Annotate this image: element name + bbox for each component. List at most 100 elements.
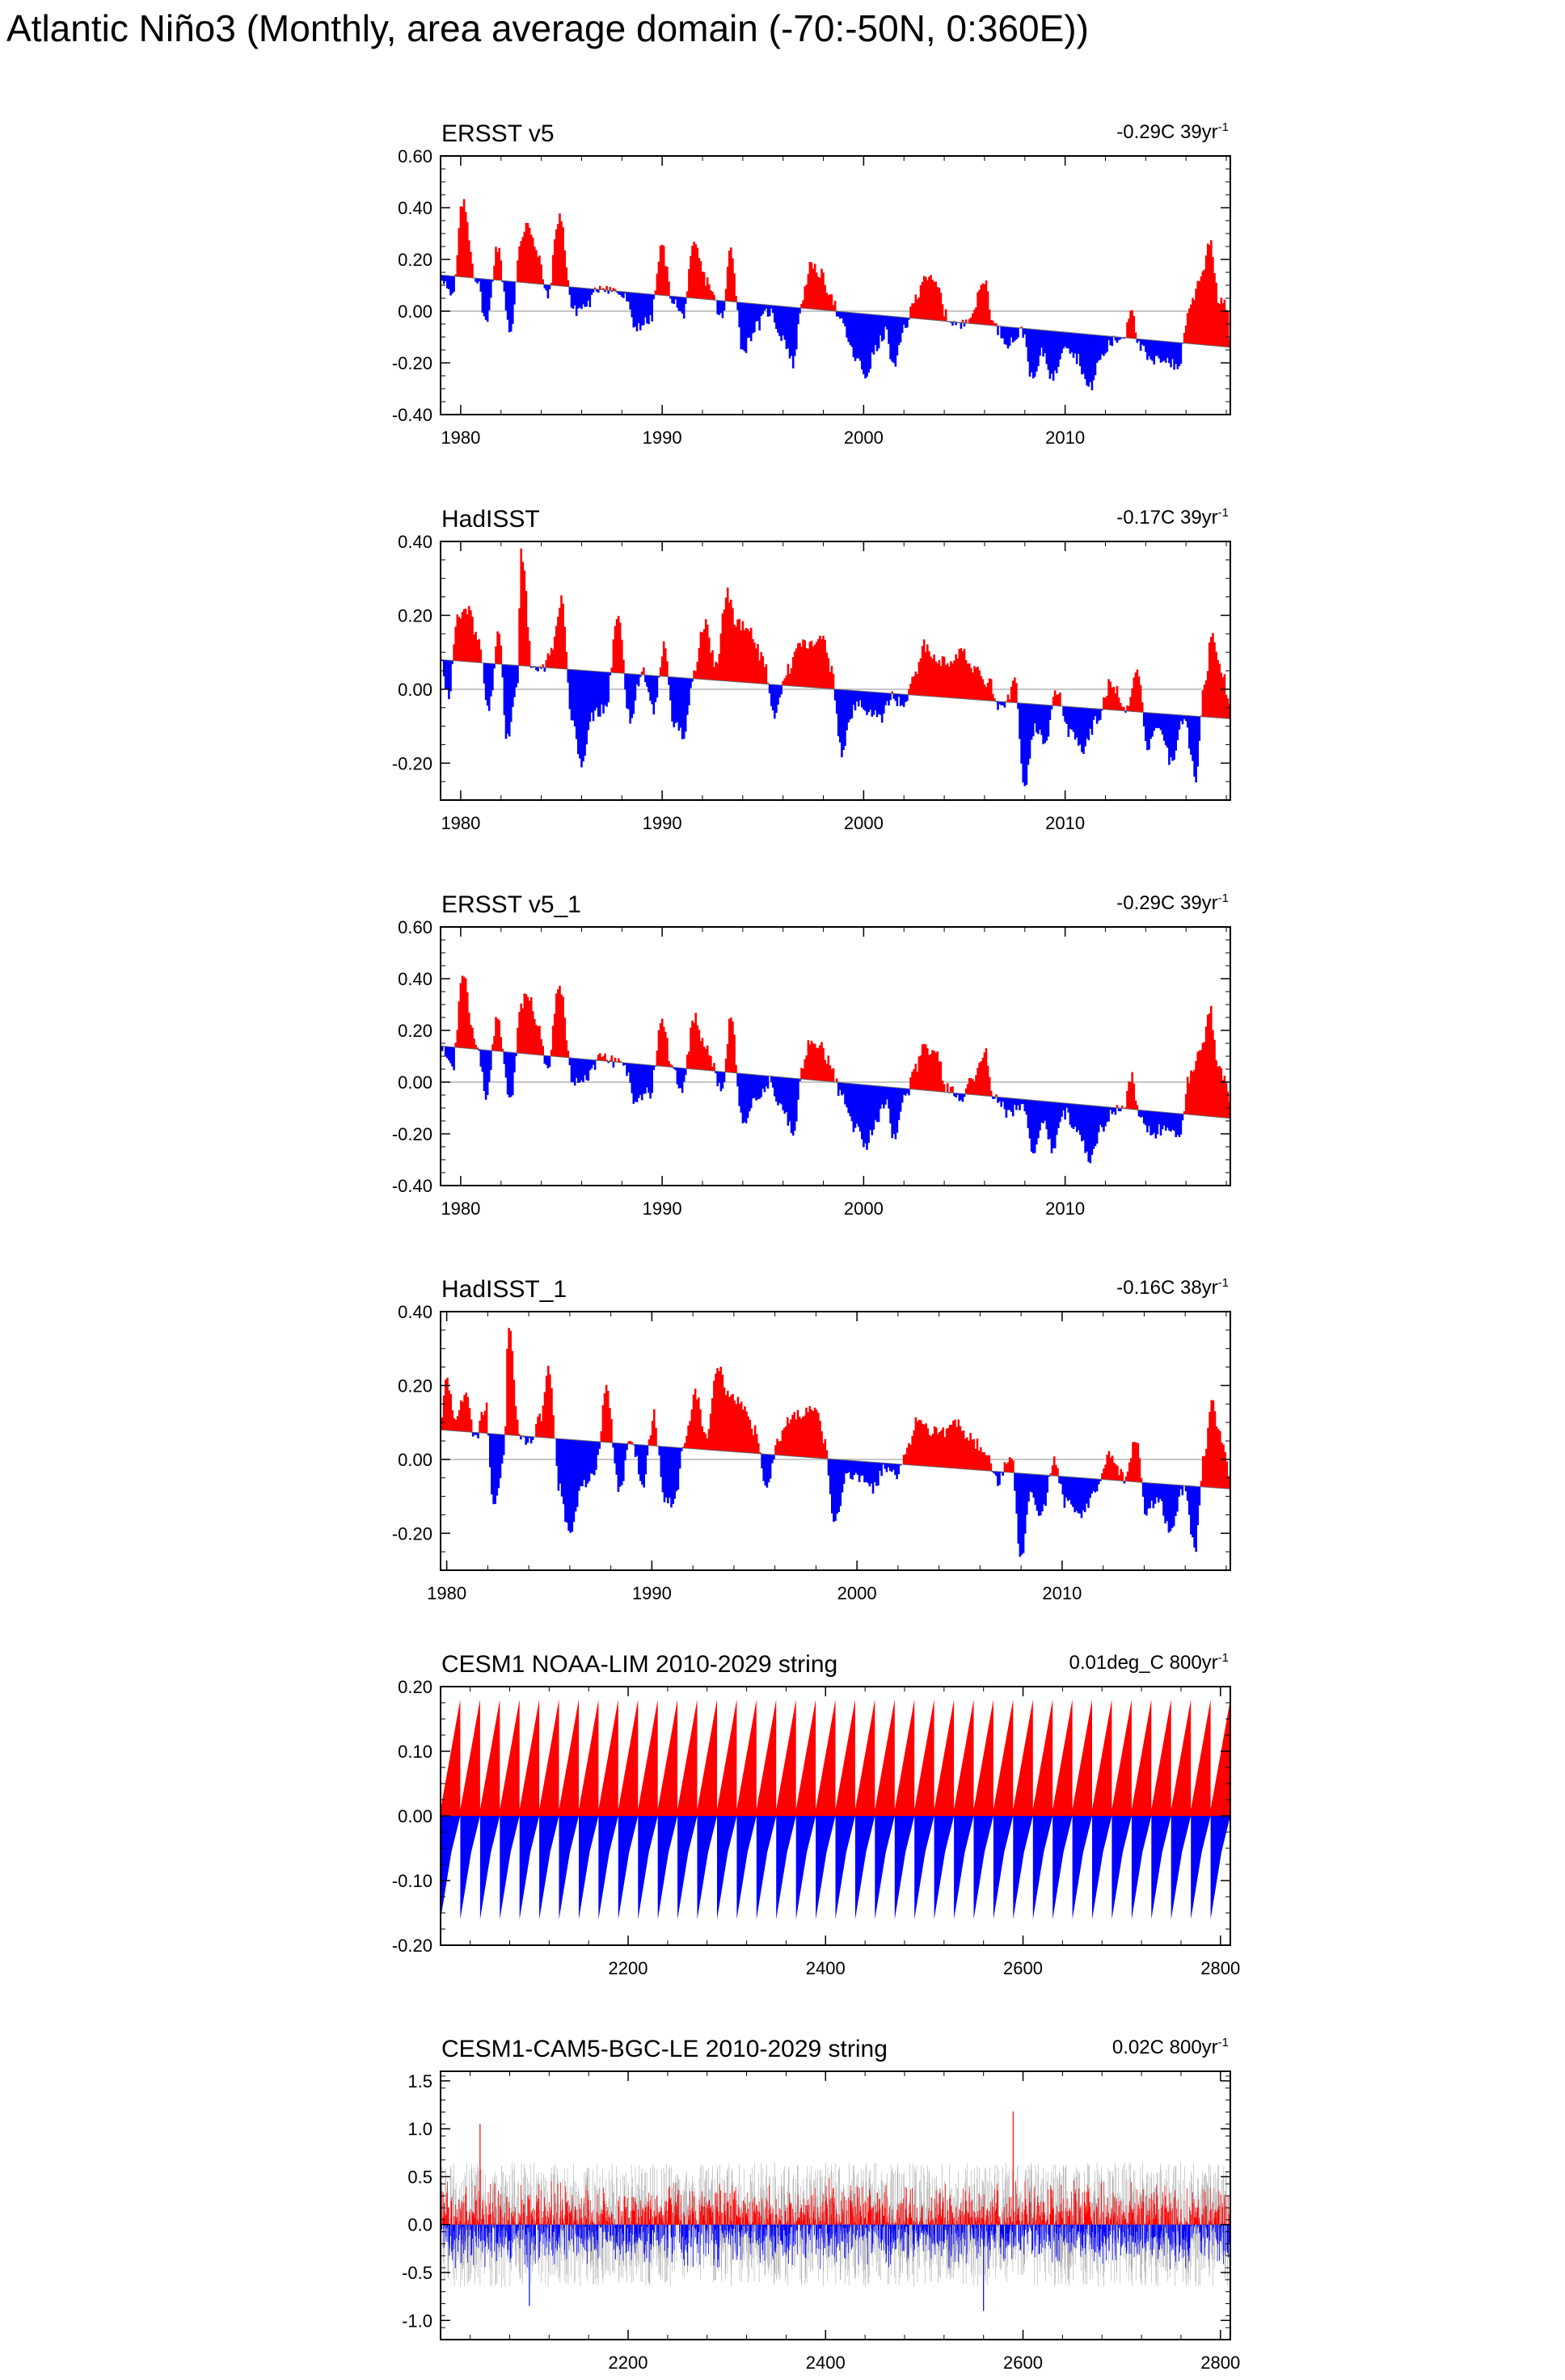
x-tick-label: 2400: [806, 2353, 846, 2373]
trend-label: 0.01deg_C 800yr-1: [1069, 1651, 1229, 1674]
positive-anomaly-fill: [454, 975, 1230, 1118]
y-tick-label: 0.60: [398, 146, 432, 166]
y-tick-label: -0.20: [392, 353, 432, 373]
chart-title: ERSST v5_1: [441, 891, 581, 918]
x-tick-label: 2000: [844, 428, 884, 448]
y-tick-label: 0.00: [398, 1072, 432, 1093]
negative-anomaly-fill: [471, 1432, 1201, 1557]
y-tick-label: -0.5: [402, 2263, 432, 2283]
trend-label-superscript: -1: [1218, 1651, 1229, 1665]
x-tick-label: 2000: [837, 1583, 877, 1603]
trend-line: [441, 659, 1230, 719]
x-tick-label: 2400: [806, 1958, 846, 1978]
trend-label-text: 0.02C 800yr: [1112, 2037, 1218, 2058]
x-tick-label: 2010: [1045, 1198, 1085, 1219]
trend-label: 0.02C 800yr-1: [1112, 2036, 1229, 2058]
chart-svg: CESM1 NOAA-LIM 2010-2029 string 0.01deg_C…: [392, 1651, 1240, 1978]
trend-label-text: -0.17C 39yr: [1116, 507, 1217, 529]
chart-title: ERSST v5: [441, 120, 555, 147]
chart-svg: CESM1-CAM5-BGC-LE 2010-2029 string 0.02C …: [402, 2036, 1240, 2373]
trend-label-text: -0.16C 38yr: [1116, 1277, 1217, 1299]
trend-label-text: 0.01deg_C 800yr: [1069, 1652, 1218, 1674]
x-tick-label: 1980: [427, 1583, 466, 1603]
x-tick-label: 1990: [643, 428, 682, 448]
chart-svg: ERSST v5 -0.29C 39yr-1 -0.40 -0.20 0.00 0.20 0…: [392, 120, 1231, 448]
trend-label: -0.29C 39yr-1: [1116, 120, 1229, 143]
chart-svg: HadISST -0.17C 39yr-1 -0.20 0.00 0.20 0.40 198…: [392, 506, 1231, 833]
chart-svg: ERSST v5_1 -0.29C 39yr-1 -0.40 -0.20 0.00 0.2…: [392, 891, 1231, 1219]
x-tick-label: 2600: [1003, 1958, 1043, 1978]
chart-title: HadISST: [441, 506, 540, 533]
x-tick-label: 2600: [1003, 2353, 1043, 2373]
trend-label-superscript: -1: [1218, 506, 1229, 520]
chart-title: CESM1-CAM5-BGC-LE 2010-2029 string: [441, 2036, 888, 2062]
positive-anomaly-fill: [441, 1328, 1230, 1489]
chart-panel-ersst-v5-1: ERSST v5_1 -0.29C 39yr-1 -0.40 -0.20 0.00 0.2…: [0, 874, 1565, 1246]
y-tick-label: 0.20: [398, 250, 432, 270]
trend-line: [441, 1429, 1230, 1489]
chart-title: CESM1 NOAA-LIM 2010-2029 string: [441, 1651, 837, 1678]
trend-label-superscript: -1: [1218, 2036, 1229, 2049]
y-tick-label: 0.40: [398, 969, 432, 989]
chart-title: HadISST_1: [441, 1276, 567, 1303]
x-tick-label: 1980: [441, 1198, 480, 1219]
series-area: [441, 199, 1230, 390]
trend-label-text: -0.29C 39yr: [1116, 121, 1217, 143]
x-tick-label: 1990: [632, 1583, 672, 1603]
plot-frame: [440, 2070, 1231, 2340]
trend-line: [441, 1045, 1230, 1119]
y-tick-label: -0.20: [392, 1936, 432, 1956]
y-tick-label: 0.20: [398, 1677, 432, 1697]
trend-label-superscript: -1: [1218, 120, 1229, 134]
y-tick-label: 0.20: [398, 605, 432, 626]
y-tick-label: 0.5: [407, 2167, 432, 2187]
chart-panel-cesm1-noaa-lim: CESM1 NOAA-LIM 2010-2029 string 0.01deg_C…: [0, 1634, 1565, 2006]
x-tick-label: 1980: [441, 813, 480, 833]
positive-anomaly-fill: [441, 548, 1230, 719]
y-tick-label: 1.0: [407, 2119, 432, 2139]
positive-anomaly-fill: [441, 1700, 1230, 1816]
y-tick-label: -0.40: [392, 1176, 432, 1196]
chart-panel-cesm1-cam5-bgc-le: CESM1-CAM5-BGC-LE 2010-2029 string 0.02C …: [0, 2019, 1565, 2379]
y-tick-label: 0.0: [407, 2215, 432, 2235]
trend-label-superscript: -1: [1218, 1276, 1229, 1290]
series-area: [441, 1700, 1230, 1919]
x-tick-label: 1990: [643, 813, 682, 833]
chart-panel-ersst-v5: ERSST v5 -0.29C 39yr-1 -0.40 -0.20 0.00 0.20 0…: [0, 103, 1565, 475]
y-tick-label: 0.40: [398, 198, 432, 218]
positive-anomaly-fill: [441, 2178, 1230, 2225]
series-area: [441, 1328, 1230, 1557]
chart-svg: HadISST_1 -0.16C 38yr-1 -0.20 0.00 0.20 0.40 1…: [392, 1276, 1231, 1603]
y-tick-label: -0.20: [392, 753, 432, 773]
y-tick-label: 0.40: [398, 532, 432, 552]
x-tick-label: 2010: [1042, 1583, 1082, 1603]
x-tick-label: 2800: [1200, 1958, 1240, 1978]
chart-panel-hadisst: HadISST -0.17C 39yr-1 -0.20 0.00 0.20 0.40 198…: [0, 489, 1565, 861]
y-tick-label: 0.10: [398, 1742, 432, 1762]
x-tick-label: 1990: [643, 1198, 682, 1219]
x-tick-label: 2000: [844, 813, 884, 833]
page-title: Atlantic Niño3 (Monthly, area average do…: [6, 7, 1089, 49]
y-tick-label: -0.20: [392, 1523, 432, 1544]
trend-label-superscript: -1: [1218, 891, 1229, 905]
chart-panel-hadisst-1: HadISST_1 -0.16C 38yr-1 -0.20 0.00 0.20 0.40 1…: [0, 1259, 1565, 1631]
y-tick-label: 0.00: [398, 680, 432, 700]
y-tick-label: 0.20: [398, 1375, 432, 1396]
y-tick-label: 0.60: [398, 917, 432, 937]
plot-frame: [440, 541, 1231, 801]
x-tick-label: 2200: [609, 1958, 648, 1978]
y-tick-label: 0.20: [398, 1021, 432, 1041]
y-tick-label: 1.5: [407, 2071, 432, 2091]
y-tick-label: -0.40: [392, 405, 432, 425]
negative-anomaly-fill: [441, 659, 1201, 786]
negative-anomaly-fill: [441, 1046, 1184, 1164]
trend-label: -0.29C 39yr-1: [1116, 891, 1229, 914]
trend-line: [441, 274, 1230, 348]
trend-label-text: -0.29C 39yr: [1116, 892, 1217, 914]
y-tick-label: 0.40: [398, 1302, 432, 1322]
y-tick-label: -0.10: [392, 1871, 432, 1891]
series-area: [441, 2111, 1230, 2311]
negative-anomaly-fill: [441, 1816, 1230, 1919]
x-tick-label: 2010: [1045, 813, 1085, 833]
positive-anomaly-fill: [454, 199, 1230, 348]
